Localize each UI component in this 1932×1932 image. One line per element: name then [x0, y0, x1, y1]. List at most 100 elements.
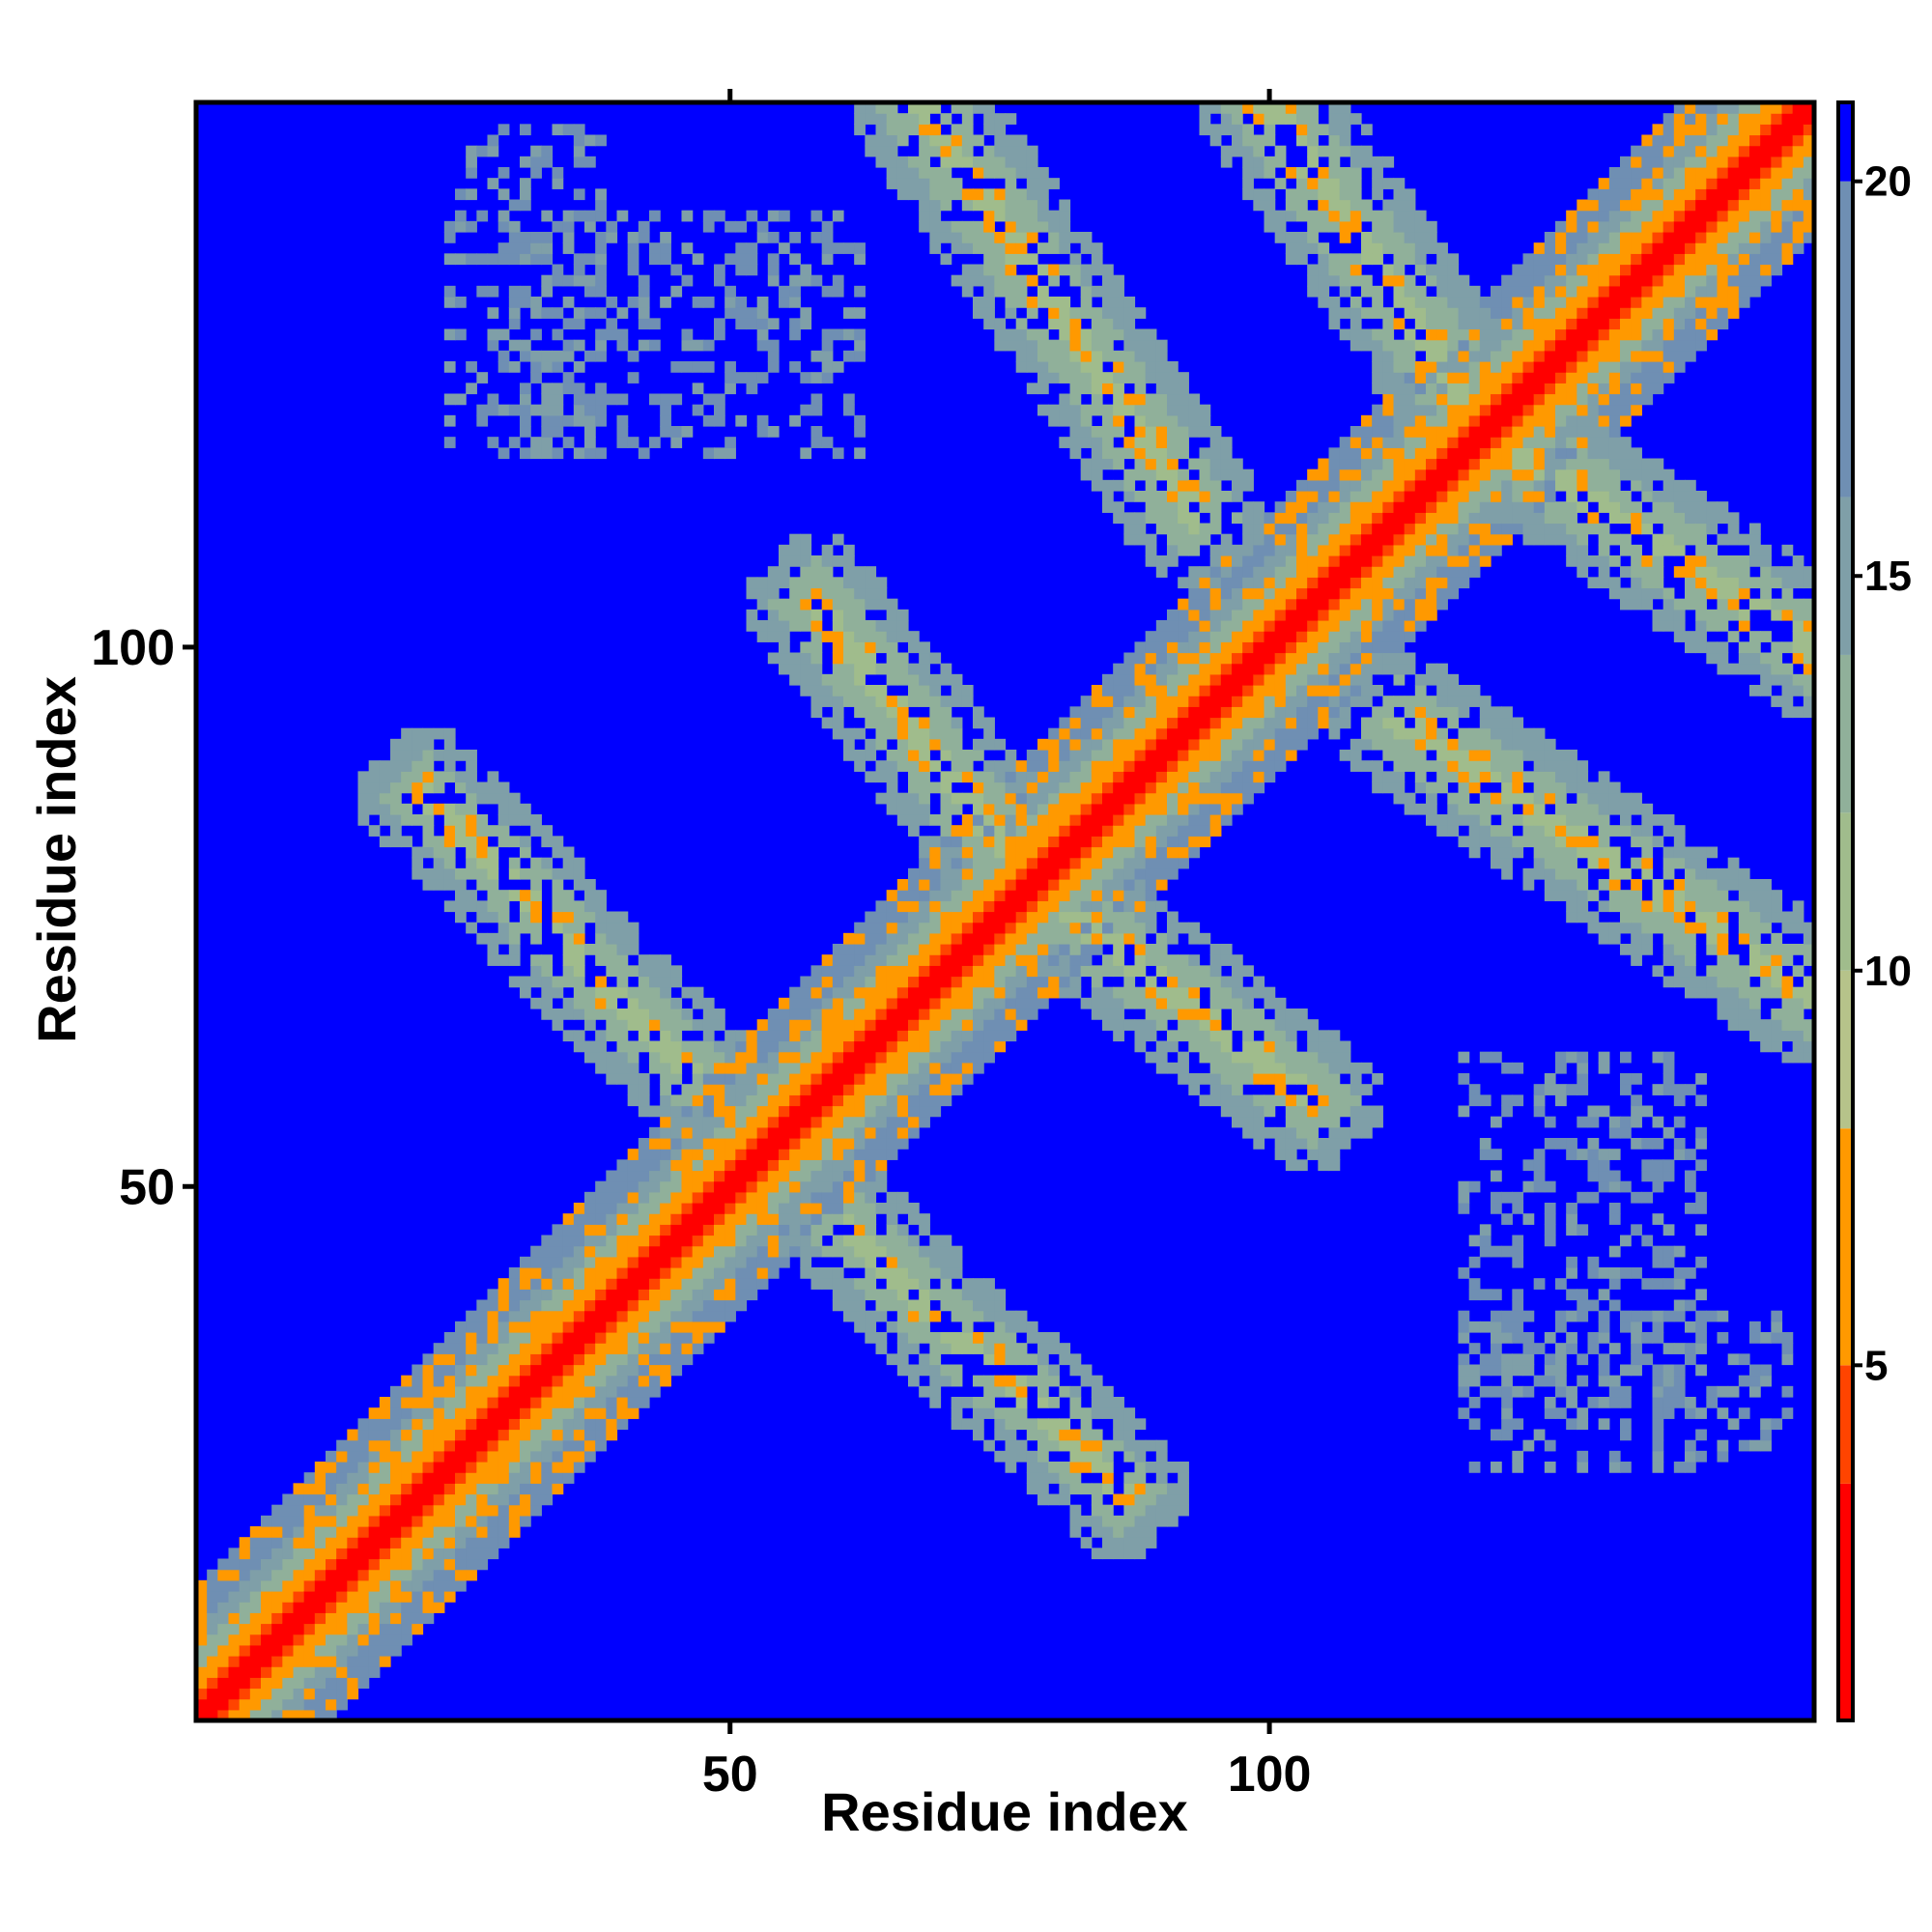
- heatmap-cell: [702, 1203, 715, 1214]
- heatmap-cell: [261, 1688, 272, 1700]
- heatmap-cell: [1123, 447, 1136, 460]
- heatmap-cell: [756, 1278, 769, 1290]
- heatmap-cell: [756, 1084, 769, 1095]
- heatmap-cell: [261, 1591, 272, 1603]
- heatmap-cell: [702, 1094, 715, 1107]
- heatmap-cell: [660, 1256, 671, 1268]
- heatmap-cell: [466, 1558, 477, 1571]
- heatmap-cell: [1209, 469, 1222, 481]
- heatmap-cell: [1264, 986, 1276, 999]
- heatmap-cell: [314, 1483, 327, 1495]
- heatmap-cell: [1155, 771, 1168, 783]
- heatmap-cell: [1167, 997, 1179, 1009]
- heatmap-cell: [541, 976, 554, 988]
- heatmap-cell: [919, 1321, 930, 1333]
- heatmap-cell: [562, 383, 575, 395]
- heatmap-cell: [767, 566, 780, 578]
- heatmap-cell: [584, 210, 596, 222]
- heatmap-cell: [1102, 307, 1114, 319]
- heatmap-cell: [1155, 717, 1168, 729]
- heatmap-cell: [660, 242, 671, 254]
- heatmap-cell: [326, 1526, 337, 1538]
- heatmap-cell: [1188, 544, 1201, 556]
- heatmap-cell: [1232, 717, 1243, 729]
- heatmap-cell: [1026, 1462, 1038, 1473]
- heatmap-cell: [1199, 587, 1211, 600]
- heatmap-cell: [821, 1073, 834, 1085]
- heatmap-cell: [735, 1159, 748, 1172]
- heatmap-cell: [789, 652, 801, 665]
- heatmap-cell: [1296, 210, 1308, 222]
- heatmap-cell: [606, 1245, 618, 1258]
- heatmap-cell: [1328, 479, 1341, 492]
- heatmap-cell: [1113, 954, 1124, 966]
- heatmap-cell: [919, 145, 930, 157]
- heatmap-cell: [508, 1375, 521, 1387]
- heatmap-cell: [865, 1267, 877, 1279]
- heatmap-cell: [735, 1278, 748, 1290]
- heatmap-cell: [562, 846, 575, 859]
- heatmap-cell: [702, 1084, 715, 1095]
- heatmap-cell: [929, 696, 942, 707]
- heatmap-cell: [455, 771, 467, 783]
- heatmap-cell: [1307, 598, 1319, 611]
- heatmap-cell: [994, 113, 1007, 125]
- heatmap-cell: [1253, 523, 1265, 535]
- heatmap-cell: [1102, 426, 1114, 438]
- heatmap-cell: [390, 738, 402, 751]
- heatmap-cell: [368, 760, 381, 772]
- heatmap-cell: [1209, 814, 1222, 826]
- heatmap-cell: [1178, 426, 1189, 438]
- heatmap-cell: [1048, 900, 1060, 913]
- heatmap-cell: [303, 1526, 316, 1538]
- heatmap-cell: [714, 1084, 725, 1095]
- heatmap-cell: [1232, 609, 1243, 621]
- heatmap-cell: [1069, 954, 1082, 966]
- heatmap-cell: [562, 1256, 575, 1268]
- heatmap-cell: [702, 393, 715, 406]
- heatmap-cell: [692, 1289, 704, 1301]
- heatmap-cell: [1274, 717, 1287, 729]
- heatmap-cell: [810, 652, 823, 665]
- heatmap-cell: [573, 383, 585, 395]
- heatmap-cell: [497, 814, 510, 826]
- heatmap-cell: [282, 1591, 295, 1603]
- heatmap-cell: [326, 1579, 337, 1592]
- heatmap-cell: [919, 1353, 930, 1366]
- heatmap-cell: [929, 1062, 942, 1074]
- heatmap-cell: [681, 1289, 694, 1301]
- heatmap-cell: [660, 1138, 671, 1150]
- heatmap-cell: [487, 1493, 499, 1506]
- heatmap-cell: [800, 1019, 812, 1031]
- heatmap-cell: [476, 1397, 489, 1408]
- heatmap-cell: [422, 738, 435, 751]
- heatmap-cell: [714, 1289, 725, 1301]
- heatmap-cell: [1069, 932, 1082, 945]
- heatmap-cell: [994, 954, 1007, 966]
- heatmap-cell: [443, 738, 456, 751]
- heatmap-cell: [1199, 1030, 1211, 1042]
- heatmap-cell: [714, 447, 725, 460]
- heatmap-cell: [843, 1245, 855, 1258]
- heatmap-cell: [433, 879, 445, 891]
- heatmap-cell: [1048, 1364, 1060, 1377]
- heatmap-cell: [1328, 113, 1341, 125]
- heatmap-cell: [520, 393, 531, 406]
- heatmap-cell: [940, 846, 952, 859]
- heatmap-cell: [595, 1267, 607, 1279]
- heatmap-cell: [1102, 738, 1114, 751]
- heatmap-cell: [1232, 997, 1243, 1009]
- heatmap-cell: [1188, 673, 1201, 686]
- heatmap-cell: [584, 1364, 596, 1377]
- heatmap-cell: [1091, 890, 1103, 901]
- heatmap-cell: [1274, 598, 1287, 611]
- heatmap-cell: [961, 932, 974, 945]
- heatmap-cell: [1145, 512, 1157, 525]
- heatmap-cell: [455, 1515, 467, 1527]
- heatmap-cell: [800, 1073, 812, 1085]
- heatmap-cell: [487, 1299, 499, 1312]
- heatmap-cell: [1037, 803, 1049, 815]
- heatmap-cell: [1080, 836, 1093, 848]
- heatmap-cell: [347, 1656, 359, 1667]
- heatmap-cell: [756, 1030, 769, 1042]
